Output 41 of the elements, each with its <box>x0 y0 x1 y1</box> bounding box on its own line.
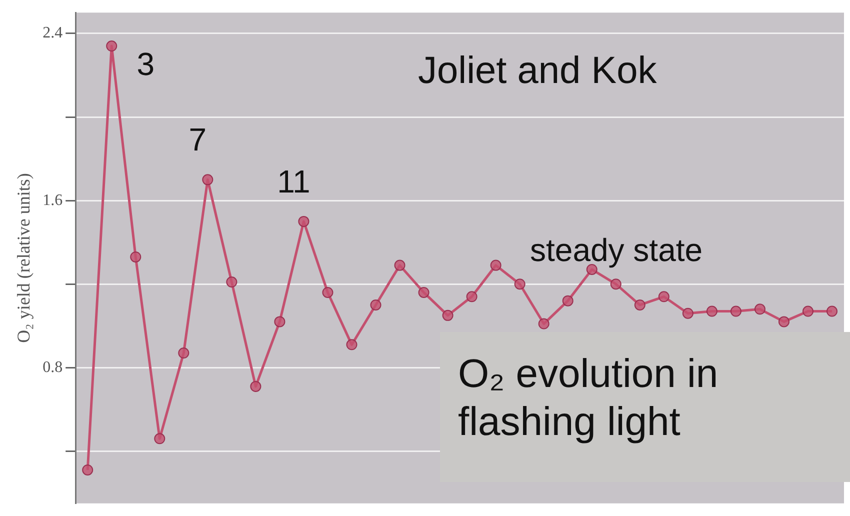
y-axis-title: O₂ yield (relative units) <box>14 173 34 343</box>
point <box>466 291 478 302</box>
annotation: Joliet and Kok <box>418 50 657 93</box>
point <box>778 316 790 328</box>
point <box>178 348 190 359</box>
annotation: 7 <box>188 122 207 158</box>
point <box>226 276 238 288</box>
point <box>826 306 838 317</box>
point <box>106 40 118 52</box>
point <box>298 216 310 227</box>
y-tick-label: 0.8 <box>42 358 63 376</box>
point <box>682 308 694 319</box>
point <box>202 174 214 186</box>
point <box>250 380 262 392</box>
y-tick-label: 2.4 <box>42 24 63 42</box>
point <box>274 316 286 328</box>
annotation: 3 <box>136 46 155 82</box>
point <box>130 251 142 262</box>
point <box>442 310 454 321</box>
point <box>730 306 742 317</box>
text-box: O₂ evolution in flashing light <box>440 332 850 482</box>
point <box>802 306 814 317</box>
point <box>538 318 550 330</box>
point <box>610 278 622 290</box>
point <box>562 295 574 306</box>
point <box>394 260 406 271</box>
point <box>322 286 334 298</box>
point <box>418 286 430 298</box>
point <box>154 433 166 444</box>
point <box>754 304 766 315</box>
point <box>370 299 382 310</box>
point <box>490 260 502 271</box>
point <box>658 291 670 302</box>
point <box>706 306 718 317</box>
point <box>346 339 358 350</box>
point <box>82 464 94 476</box>
point <box>514 278 526 290</box>
annotation: steady state <box>530 232 703 269</box>
point <box>634 299 646 310</box>
y-tick-label: 1.6 <box>42 192 63 209</box>
annotation: 11 <box>277 163 310 200</box>
